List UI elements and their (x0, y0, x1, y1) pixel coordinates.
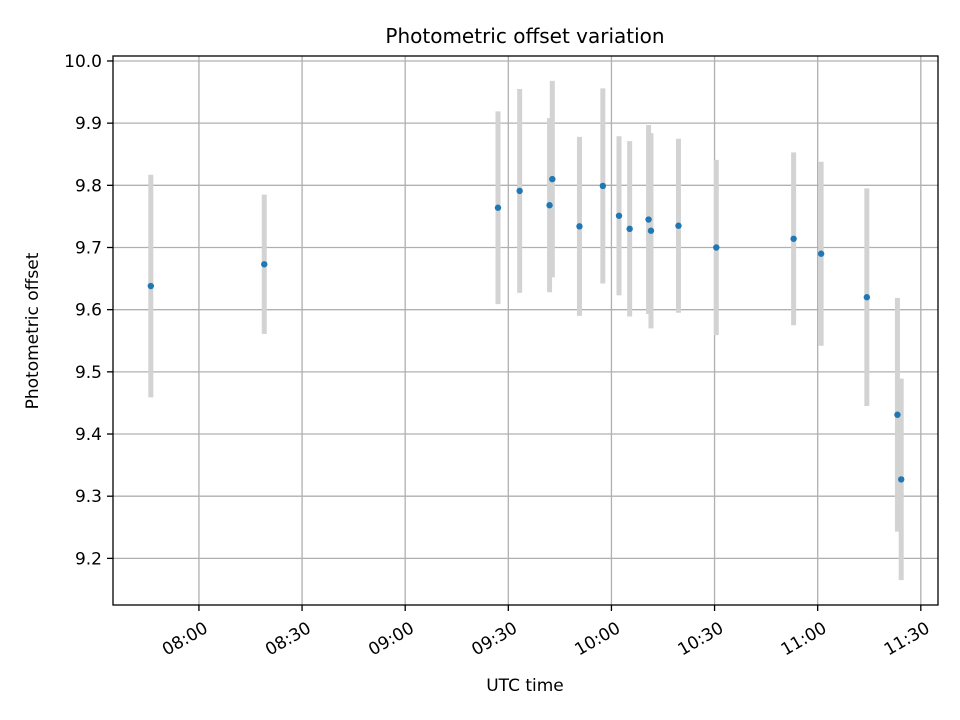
data-point (494, 204, 502, 211)
y-tick-label: 10.0 (64, 52, 102, 72)
data-point (549, 175, 556, 183)
data-point (713, 244, 720, 251)
y-tick-label: 9.5 (75, 363, 102, 383)
data-point (147, 282, 155, 290)
data-point (675, 222, 682, 229)
data-point (647, 227, 655, 234)
y-tick-label: 9.9 (75, 114, 102, 134)
data-point (599, 182, 607, 190)
data-point (261, 261, 268, 268)
plot-frame (112, 55, 939, 606)
data-point (615, 212, 623, 219)
y-tick-label: 9.6 (75, 301, 102, 321)
data-point (863, 294, 871, 301)
data-point (898, 476, 905, 483)
y-tick-label: 9.3 (75, 487, 102, 507)
data-point (645, 216, 652, 223)
y-tick-label: 9.2 (75, 549, 102, 569)
y-axis-ticks: 9.2 9.3 9.4 9.5 9.6 9.7 9.8 9.9 10.0 (64, 52, 113, 569)
grid-lines (113, 56, 938, 605)
data-point (516, 187, 523, 195)
y-axis-label: Photometric offset (23, 252, 43, 409)
plot-area (113, 56, 938, 605)
chart-title: Photometric offset variation (385, 24, 664, 48)
data-point (546, 202, 553, 209)
y-tick-label: 9.8 (75, 176, 102, 196)
data-point (626, 225, 633, 233)
data-point (817, 250, 825, 257)
data-points (147, 175, 905, 483)
data-point (790, 235, 797, 242)
x-axis-label: UTC time (486, 676, 564, 696)
data-point (576, 223, 583, 230)
data-point (894, 411, 901, 418)
y-tick-label: 9.4 (75, 425, 102, 445)
y-tick-label: 9.7 (75, 238, 102, 258)
